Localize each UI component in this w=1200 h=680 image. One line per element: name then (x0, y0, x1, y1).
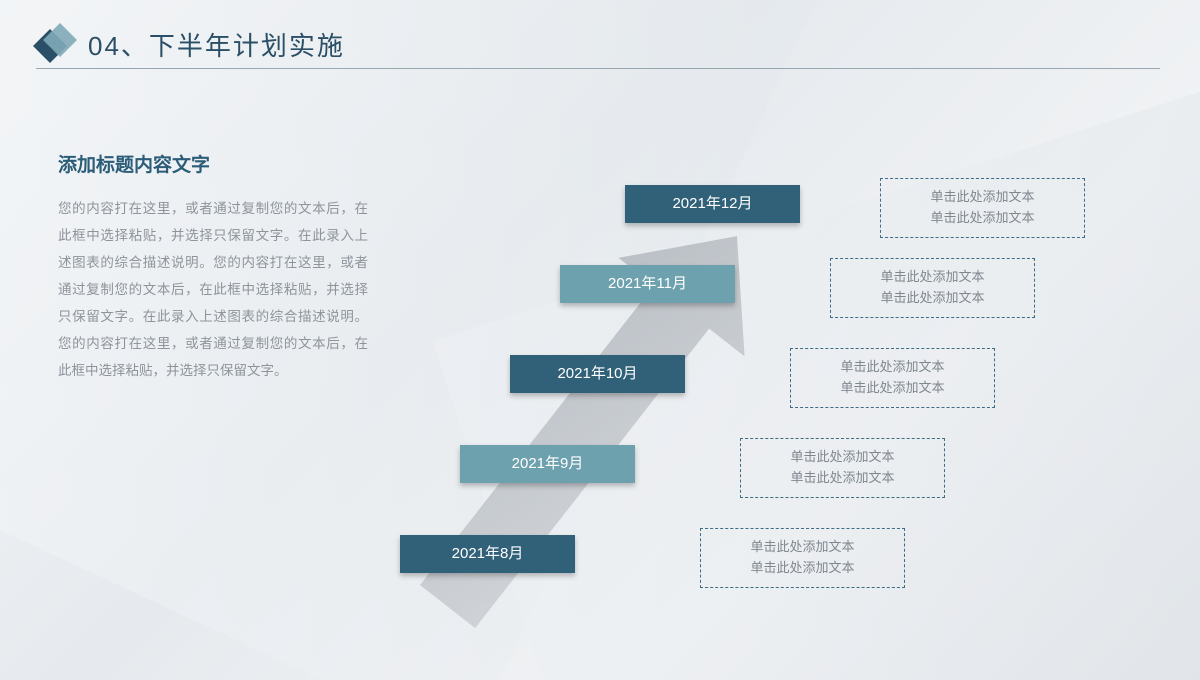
timeline-note-box: 单击此处添加文本单击此处添加文本 (880, 178, 1085, 238)
timeline: 2021年8月单击此处添加文本单击此处添加文本2021年9月单击此处添加文本单击… (0, 0, 1200, 680)
timeline-note-box: 单击此处添加文本单击此处添加文本 (830, 258, 1035, 318)
timeline-note-line: 单击此处添加文本 (891, 187, 1074, 208)
timeline-date: 2021年12月 (625, 185, 800, 223)
timeline-date: 2021年8月 (400, 535, 575, 573)
timeline-note-line: 单击此处添加文本 (751, 447, 934, 468)
timeline-note-box: 单击此处添加文本单击此处添加文本 (740, 438, 945, 498)
timeline-note-line: 单击此处添加文本 (841, 288, 1024, 309)
slide: 04、下半年计划实施 添加标题内容文字 您的内容打在这里，或者通过复制您的文本后… (0, 0, 1200, 680)
timeline-note-line: 单击此处添加文本 (891, 208, 1074, 229)
timeline-note-box: 单击此处添加文本单击此处添加文本 (790, 348, 995, 408)
timeline-note-line: 单击此处添加文本 (751, 468, 934, 489)
timeline-note-line: 单击此处添加文本 (711, 537, 894, 558)
timeline-note-line: 单击此处添加文本 (801, 378, 984, 399)
timeline-note-line: 单击此处添加文本 (801, 357, 984, 378)
timeline-date: 2021年10月 (510, 355, 685, 393)
timeline-date: 2021年11月 (560, 265, 735, 303)
timeline-note-line: 单击此处添加文本 (841, 267, 1024, 288)
timeline-note-box: 单击此处添加文本单击此处添加文本 (700, 528, 905, 588)
timeline-note-line: 单击此处添加文本 (711, 558, 894, 579)
timeline-date: 2021年9月 (460, 445, 635, 483)
